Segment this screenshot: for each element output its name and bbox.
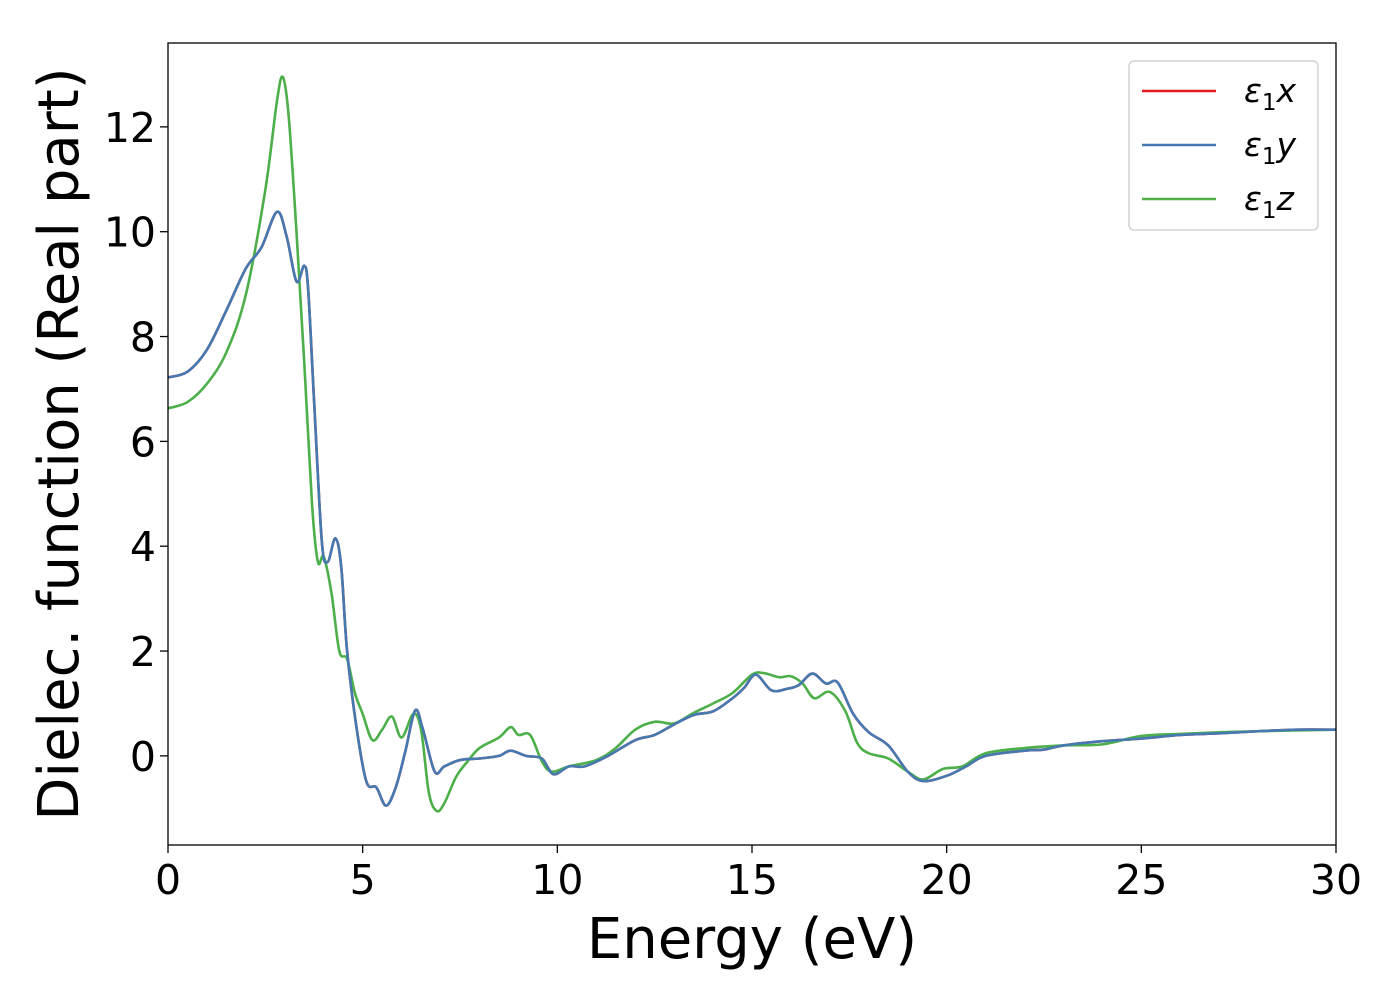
y-tick-label: 0	[130, 733, 156, 781]
y-tick-label: 12	[104, 104, 156, 152]
series-line-y	[168, 210, 1336, 807]
x-tick-label: 20	[921, 856, 973, 904]
y-axis-title: Dielec. function (Real part)	[27, 67, 92, 820]
x-tick-label: 0	[155, 856, 181, 904]
legend-item-x: ε1x	[1142, 71, 1296, 116]
legend-item-z: ε1z	[1142, 179, 1294, 224]
y-tick-label: 8	[130, 314, 156, 362]
legend-item-y: ε1y	[1142, 125, 1296, 170]
legend: ε1x ε1y ε1z	[1128, 60, 1319, 231]
x-tick-label: 5	[350, 856, 376, 904]
x-tick-label: 15	[726, 856, 778, 904]
legend-label: ε1z	[1244, 179, 1294, 224]
x-tick-label: 10	[531, 856, 583, 904]
y-tick-label: 10	[104, 209, 156, 257]
y-axis: 0 2 4 6 8 10 12	[104, 104, 168, 781]
series-layer	[168, 75, 1336, 813]
x-tick-label: 25	[1115, 856, 1167, 904]
y-tick-label: 4	[130, 523, 156, 571]
x-axis-title: Energy (eV)	[587, 907, 917, 972]
legend-label: ε1x	[1244, 71, 1296, 116]
legend-box	[1128, 60, 1319, 231]
y-tick-label: 2	[130, 628, 156, 676]
y-tick-label: 6	[130, 418, 156, 466]
x-axis: 0 5 10 15 20 25 30	[155, 845, 1362, 904]
x-tick-label: 30	[1310, 856, 1362, 904]
legend-label: ε1y	[1244, 125, 1296, 170]
